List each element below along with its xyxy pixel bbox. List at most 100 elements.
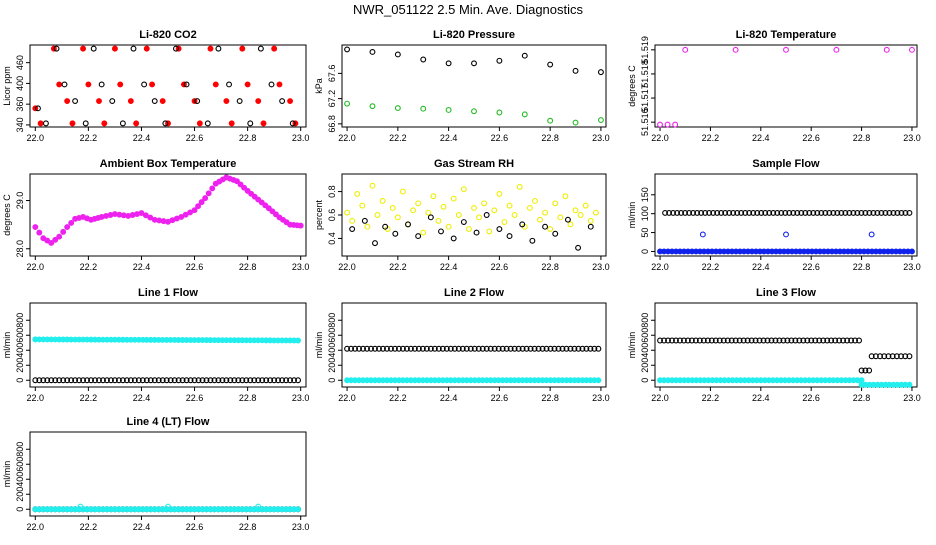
data-point [430, 193, 437, 200]
plot-frame [341, 173, 607, 257]
data-point [726, 209, 733, 216]
x-tick-label: 22.8 [239, 133, 257, 143]
x-tick-label: 22.4 [440, 262, 458, 272]
data-point [704, 337, 711, 344]
chart-title: Ambient Box Temperature [100, 158, 237, 170]
data-point [551, 345, 558, 352]
data-point [696, 337, 703, 344]
data-point [812, 337, 819, 344]
y-tick-label: 400 [15, 343, 25, 358]
y-tick-label: 800 [327, 313, 337, 328]
data-point [415, 233, 422, 240]
data-point [287, 98, 294, 105]
data-point [830, 209, 837, 216]
data-point [688, 337, 695, 344]
data-point [542, 209, 549, 216]
data-point [481, 200, 488, 207]
data-point [552, 200, 559, 207]
data-point [902, 353, 909, 360]
data-point [587, 217, 594, 224]
data-point [265, 205, 272, 212]
data-point [76, 377, 83, 384]
data-point [420, 105, 427, 112]
data-point [459, 345, 466, 352]
data-point [212, 81, 219, 88]
x-tick-label: 22.6 [802, 133, 820, 143]
data-point [109, 98, 116, 105]
data-point [101, 120, 108, 127]
data-point [495, 345, 502, 352]
data-point [263, 377, 270, 384]
data-point [511, 345, 518, 352]
data-point [661, 337, 667, 344]
data-point [455, 345, 462, 352]
data-point [483, 212, 490, 218]
x-tick-label: 22.8 [541, 133, 559, 143]
chart-title: Line 2 Flow [444, 287, 504, 299]
chart-title: Sample Flow [752, 158, 820, 170]
data-point [840, 337, 847, 344]
x-tick-label: 22.2 [80, 522, 98, 532]
x-tick-label: 22.2 [389, 133, 407, 143]
data-point [906, 353, 913, 360]
data-point [227, 377, 234, 384]
data-point [583, 345, 590, 352]
data-point [562, 193, 569, 200]
y-tick-label: 28.0 [15, 240, 25, 258]
data-point [706, 209, 713, 216]
data-point [744, 337, 751, 344]
data-point [531, 197, 538, 204]
data-point [862, 367, 869, 374]
data-point [674, 209, 681, 216]
data-point [228, 120, 235, 127]
data-point [359, 202, 366, 209]
data-point [669, 337, 675, 344]
data-point [131, 377, 138, 384]
data-point [96, 98, 102, 105]
data-point [219, 377, 226, 384]
data-point [591, 345, 598, 352]
data-point [471, 345, 478, 352]
data-point [491, 345, 498, 352]
x-tick-label: 22.0 [338, 262, 356, 272]
data-point [295, 506, 301, 513]
plot-frame [654, 44, 918, 128]
x-tick-label: 22.6 [802, 393, 820, 403]
data-point [563, 345, 570, 352]
data-point [657, 121, 663, 128]
x-tick-label: 22.0 [651, 133, 669, 143]
y-tick-label: 400 [640, 343, 650, 358]
data-point [179, 377, 186, 384]
data-point [531, 345, 538, 352]
data-point [768, 337, 775, 344]
data-point [48, 240, 55, 246]
data-point [427, 214, 434, 221]
data-point [119, 120, 126, 127]
series-pressure-high [344, 46, 604, 76]
data-point [445, 223, 452, 230]
data-point [716, 337, 723, 344]
data-point [455, 212, 462, 218]
data-point [435, 345, 442, 352]
x-tick-label: 22.0 [338, 393, 356, 403]
y-tick-label: 0 [15, 378, 25, 383]
x-tick-label: 22.8 [239, 262, 257, 272]
y-tick-label: 400 [15, 76, 25, 91]
data-point [123, 377, 130, 384]
data-point [808, 337, 815, 344]
data-point [734, 209, 741, 216]
data-point [521, 52, 528, 59]
data-point [748, 337, 755, 344]
data-point [82, 120, 89, 127]
x-tick-label: 22.8 [853, 393, 871, 403]
data-point [587, 345, 594, 352]
data-point [77, 503, 84, 510]
data-point [720, 337, 727, 344]
data-point [411, 345, 418, 352]
data-point [439, 345, 446, 352]
data-point [175, 377, 182, 384]
data-point [846, 209, 853, 216]
series-rh-sample [344, 182, 599, 236]
data-point [665, 337, 671, 344]
data-point [56, 233, 63, 240]
